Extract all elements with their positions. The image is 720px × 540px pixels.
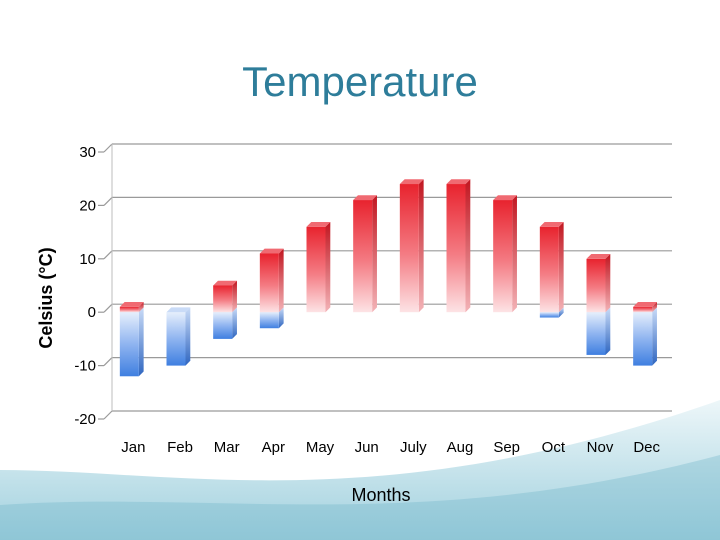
bar-cold: [119, 307, 144, 377]
bar-warm-front: [586, 258, 606, 313]
bar-warm-side: [278, 248, 284, 313]
bar-warm-side: [465, 179, 471, 313]
bar-warm-top: [446, 179, 471, 185]
bar-cold: [633, 307, 657, 366]
bar-warm-top: [306, 221, 331, 227]
x-tick-label: Sep: [493, 439, 520, 456]
bars: [119, 179, 657, 377]
bar-cold-front: [539, 312, 559, 318]
bar-cold-side: [232, 307, 237, 339]
bar-cold: [213, 307, 237, 339]
y-tick-label: 10: [79, 251, 96, 268]
bar-warm-front: [539, 226, 559, 313]
bar-warm: [399, 179, 424, 313]
bar-cold: [166, 307, 191, 366]
gridline-depth: [103, 250, 113, 260]
bar-warm-top: [539, 221, 564, 227]
x-tick-label: Apr: [262, 439, 285, 456]
bar-warm-top: [586, 254, 611, 259]
gridline-depth: [103, 196, 113, 206]
bar-warm: [213, 280, 237, 313]
bar-cold-side: [652, 307, 657, 366]
gridline-depth: [103, 357, 113, 367]
chart-title: Temperature: [242, 58, 478, 105]
y-tick-label: -20: [74, 411, 96, 428]
x-tick-label: Jan: [121, 439, 145, 456]
bar-warm-side: [605, 254, 611, 313]
bar-warm-top: [353, 195, 377, 201]
bar-warm-front: [306, 226, 326, 313]
bar-warm-front: [493, 200, 513, 313]
bar-warm-side: [512, 195, 517, 313]
bar-warm-side: [138, 302, 144, 313]
x-tick-label: July: [400, 439, 427, 456]
bar-cold-side: [185, 307, 191, 366]
x-tick-label: Oct: [542, 439, 566, 456]
y-tick-label: 30: [79, 144, 96, 161]
bar-cold-front: [633, 312, 653, 366]
bar-warm-top: [399, 179, 424, 185]
x-tick-label: Feb: [167, 439, 193, 456]
y-axis-label: Celsius (°C): [36, 247, 56, 348]
x-tick-label: Nov: [587, 439, 614, 456]
bar-warm: [493, 195, 517, 313]
x-tick-label: Dec: [633, 439, 660, 456]
bar-warm: [633, 302, 657, 313]
bar-warm-front: [213, 285, 233, 313]
bar-warm-side: [652, 302, 657, 313]
bar-warm-side: [232, 280, 237, 313]
bar-cold-side: [605, 307, 611, 355]
bar-warm-side: [558, 221, 564, 313]
y-tick-label: 20: [79, 197, 96, 214]
y-tick-label: -10: [74, 358, 96, 375]
bar-warm-top: [493, 195, 517, 201]
bar-cold-front: [166, 312, 186, 366]
bar-warm: [119, 302, 144, 313]
bar-warm: [539, 221, 564, 313]
bar-warm-front: [446, 184, 466, 313]
gridline-depth: [103, 143, 113, 153]
bar-warm-top: [259, 248, 284, 254]
bar-warm-side: [418, 179, 424, 313]
bar-cold-side: [138, 307, 144, 377]
bar-warm-top: [213, 280, 237, 286]
bar-warm-top: [633, 302, 657, 307]
x-tick-label: Jun: [355, 439, 379, 456]
x-axis-label: Months: [351, 485, 410, 505]
bar-cold: [586, 307, 611, 355]
bar-warm-front: [633, 306, 653, 313]
bar-warm-front: [399, 184, 419, 313]
bar-warm-side: [372, 195, 377, 313]
bar-cold-side: [558, 307, 564, 318]
bar-cold-front: [119, 312, 139, 377]
bar-warm-front: [119, 306, 139, 313]
x-tick-label: May: [306, 439, 335, 456]
bar-cold-front: [586, 312, 606, 355]
bar-warm: [259, 248, 284, 313]
y-tick-label: 0: [88, 304, 96, 321]
bar-cold-side: [278, 307, 284, 329]
bar-warm-side: [325, 221, 331, 313]
x-tick-label: Aug: [447, 439, 474, 456]
bar-warm: [306, 221, 331, 313]
bar-cold-front: [213, 312, 233, 339]
bar-cold-front: [259, 312, 279, 329]
gridline-depth: [103, 303, 113, 313]
axis-labels: Months Celsius (°C) Jan Feb Mar Apr May Jun Ju…: [36, 247, 660, 505]
gridline-depth: [103, 410, 113, 420]
bar-warm: [446, 179, 471, 313]
x-tick-label: Mar: [214, 439, 240, 456]
bar-warm-front: [353, 200, 373, 313]
bar-warm: [586, 254, 611, 313]
bar-warm: [353, 195, 377, 313]
bar-warm-front: [259, 253, 279, 313]
gridlines: 30 20 10 0 -10 -20: [74, 143, 672, 428]
bar-cold-top: [166, 307, 191, 313]
bar-warm-top: [119, 302, 144, 307]
